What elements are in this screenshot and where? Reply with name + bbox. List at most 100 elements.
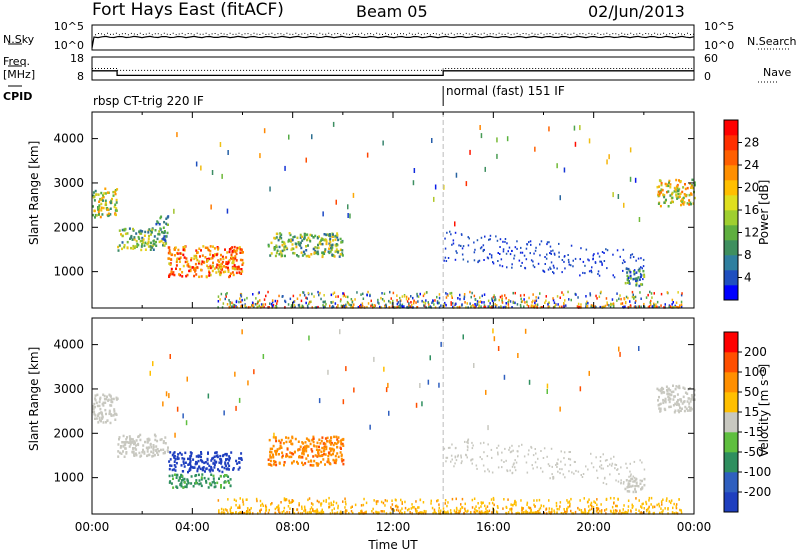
power-echo-0	[107, 212, 110, 215]
power-near-range-echo	[530, 304, 533, 307]
power-near-range-echo	[229, 301, 231, 304]
power-sparse-echo	[642, 278, 644, 281]
velocity-near-range-echo	[274, 507, 277, 511]
power-echo-4	[335, 244, 338, 248]
velocity-echo-2	[228, 464, 231, 468]
velocity-near-range-echo	[507, 511, 510, 514]
velocity-sparse-echo	[531, 464, 533, 467]
velocity-echo-2	[203, 461, 206, 465]
power-near-range-echo	[578, 306, 580, 309]
power-near-range-echo	[390, 297, 392, 300]
power-echo-4	[328, 242, 331, 245]
velocity-echo-4	[324, 463, 326, 466]
velocity-sparse-echo	[467, 440, 469, 443]
velocity-sparse-echo	[543, 447, 546, 450]
power-near-range-echo	[445, 292, 447, 295]
power-echo-6	[657, 193, 660, 196]
power-echo-3	[224, 248, 226, 251]
power-near-range-echo	[638, 305, 641, 308]
velocity-echo-1	[139, 438, 142, 442]
power-echo-4	[310, 253, 313, 256]
power-echo-6	[676, 197, 679, 200]
velocity-sparse-echo	[511, 465, 514, 468]
velocity-echo-0	[99, 398, 102, 401]
power-colorbar-label: 12	[744, 226, 759, 240]
velocity-echo-6	[678, 384, 681, 388]
power-near-range-echo	[272, 304, 275, 307]
power-near-range-echo	[324, 305, 326, 309]
velocity-near-range-echo	[612, 509, 615, 512]
velocity-echo-2	[170, 464, 173, 467]
power-echo-1	[144, 241, 147, 245]
power-sparse-echo	[514, 246, 517, 249]
velocity-echo-2	[213, 455, 216, 458]
power-sparse-echo	[621, 262, 624, 265]
velocity-echo-4	[323, 452, 326, 456]
velocity-ytick-label: 3000	[53, 382, 84, 396]
velocity-near-range-echo	[288, 499, 290, 503]
power-echo-3	[169, 252, 172, 255]
power-near-range-echo	[553, 305, 555, 309]
velocity-echo-2	[182, 462, 185, 465]
power-sparse-echo	[588, 259, 590, 262]
power-near-range-echo	[391, 302, 394, 305]
velocity-near-range-echo	[404, 500, 406, 504]
power-near-range-echo	[483, 293, 486, 296]
velocity-near-range-echo	[312, 503, 314, 506]
velocity-near-range-echo	[385, 512, 388, 515]
power-near-range-echo	[235, 300, 238, 304]
power-sparse-echo	[526, 243, 529, 246]
power-echo-5	[635, 282, 638, 285]
velocity-echo-2	[236, 462, 239, 465]
power-echo-3	[182, 253, 185, 257]
velocity-echo-2	[213, 463, 216, 467]
velocity-sparse-echo	[592, 466, 595, 469]
velocity-echo-4	[281, 456, 284, 459]
power-sparse-echo	[511, 266, 513, 269]
power-echo-3	[241, 258, 244, 262]
power-isolated-echo	[221, 173, 223, 179]
power-echo-0	[114, 209, 117, 212]
power-echo-3	[186, 273, 189, 277]
power-sparse-echo	[585, 248, 588, 251]
velocity-near-range-echo	[320, 504, 322, 507]
velocity-isolated-echo	[383, 366, 385, 372]
power-echo-0	[99, 215, 102, 219]
power-echo-1	[151, 228, 154, 231]
power-sparse-echo	[452, 242, 455, 245]
velocity-echo-1	[134, 452, 137, 455]
power-sparse-echo	[590, 271, 593, 274]
power-sparse-echo	[480, 236, 483, 239]
velocity-near-range-echo	[538, 498, 541, 502]
power-near-range-echo	[599, 305, 601, 309]
velocity-sparse-echo	[633, 460, 636, 463]
power-echo-4	[279, 250, 282, 253]
velocity-near-range-echo	[381, 510, 384, 513]
power-near-range-echo	[427, 301, 429, 304]
velocity-echo-0	[108, 410, 111, 414]
velocity-near-range-echo	[671, 511, 674, 514]
power-near-range-echo	[619, 294, 621, 297]
velocity-echo-2	[173, 451, 176, 454]
power-echo-6	[678, 179, 680, 182]
velocity-echo-4	[278, 439, 281, 443]
power-sparse-echo	[606, 249, 609, 252]
velocity-near-range-echo	[600, 509, 603, 512]
velocity-echo-4	[330, 447, 333, 451]
velocity-near-range-echo	[599, 510, 601, 513]
power-sparse-echo	[492, 261, 494, 263]
velocity-near-range-echo	[615, 511, 617, 515]
power-echo-0	[97, 206, 100, 209]
velocity-sparse-echo	[526, 471, 529, 474]
velocity-echo-4	[333, 435, 336, 439]
velocity-sparse-echo	[629, 462, 631, 465]
velocity-sparse-echo	[512, 463, 515, 466]
power-sparse-echo	[473, 251, 476, 254]
power-echo-3	[209, 266, 212, 270]
velocity-near-range-echo	[548, 499, 550, 502]
power-echo-4	[274, 237, 277, 240]
power-sparse-echo	[641, 267, 643, 270]
velocity-echo-2	[189, 459, 192, 463]
velocity-sparse-echo	[568, 470, 570, 473]
power-sparse-echo	[600, 260, 602, 263]
